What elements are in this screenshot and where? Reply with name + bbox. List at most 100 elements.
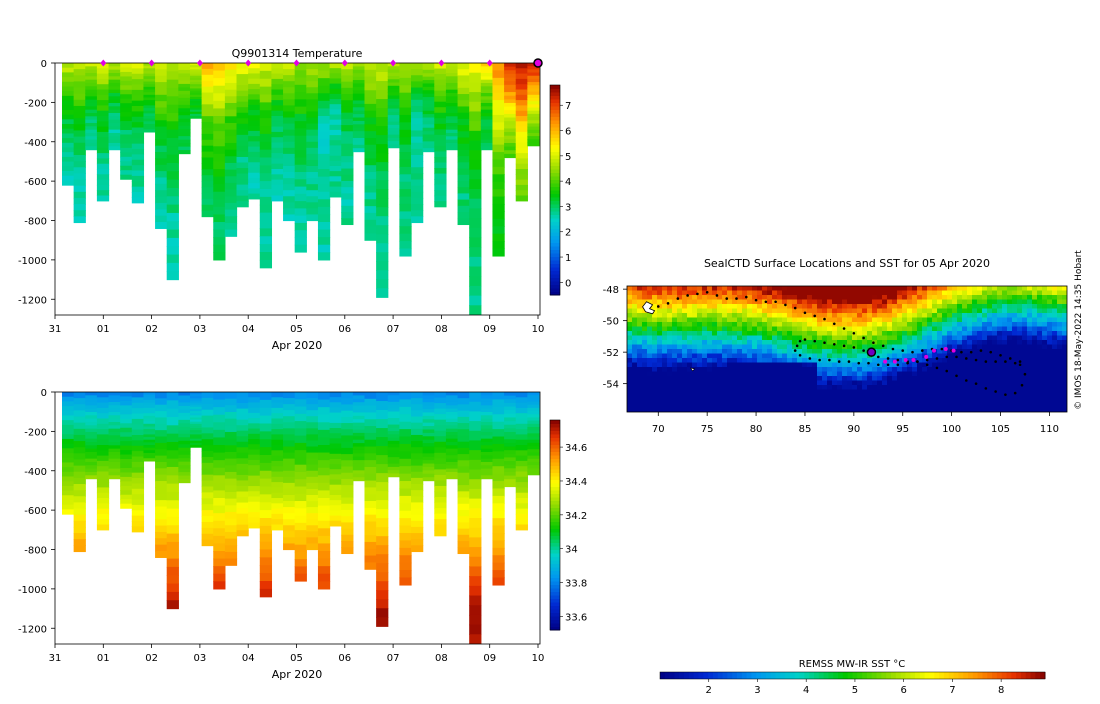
temperature-cell [376, 216, 388, 226]
sst-cell [822, 358, 827, 363]
sst-cell [872, 286, 877, 291]
sst-cell [832, 354, 837, 359]
sst-cell [1037, 295, 1042, 300]
sst-cell [867, 309, 872, 314]
sst-cell [907, 390, 912, 395]
sst-cell [1057, 390, 1062, 395]
temperature-cell [178, 133, 190, 137]
sst-cell [952, 385, 957, 390]
salinity-cell [178, 392, 190, 396]
sst-cell [662, 304, 667, 309]
sst-cell [947, 286, 952, 291]
temperature-cell [516, 185, 528, 191]
sst-cell [762, 381, 767, 386]
sst-cell [992, 309, 997, 314]
salinity-cell [271, 461, 283, 467]
temperature-cell [423, 100, 435, 104]
temperature-cell [132, 138, 144, 144]
colorbar-segment [550, 110, 560, 114]
sst-cell [1032, 331, 1037, 336]
sst-cell [937, 403, 942, 408]
temperature-cell [283, 154, 295, 161]
salinity-cell [202, 416, 214, 423]
temperature-cell [271, 68, 283, 74]
temperature-cell [260, 118, 272, 126]
sst-cell [792, 399, 797, 404]
temperature-cell [353, 148, 365, 152]
sst-cell [727, 304, 732, 309]
sst-cell [937, 327, 942, 332]
sst-cell [677, 322, 682, 327]
salinity-cell [260, 565, 272, 573]
track-point [975, 359, 978, 362]
salinity-cell [469, 634, 481, 644]
salinity-cell [458, 510, 470, 517]
sst-cell [682, 390, 687, 395]
temperature-cell [492, 159, 504, 167]
temperature-cell [364, 233, 376, 240]
salinity-cell [62, 444, 74, 449]
temperature-cell [458, 88, 470, 95]
salinity-cell [260, 471, 272, 479]
sst-cell [967, 340, 972, 345]
temperature-cell [62, 143, 74, 148]
sst-cell [812, 304, 817, 309]
sst-cell [807, 345, 812, 350]
sst-cell [1022, 358, 1027, 363]
temperature-cell [353, 94, 365, 98]
sst-cell [862, 331, 867, 336]
temperature-cell [202, 205, 214, 212]
sst-cell [632, 309, 637, 314]
salinity-cell [202, 398, 214, 405]
sst-cell [857, 385, 862, 390]
sst-cell [952, 394, 957, 399]
salinity-cell [260, 479, 272, 487]
temperature-cell [399, 78, 411, 86]
sst-cell [762, 340, 767, 345]
salinity-cell [237, 525, 249, 531]
temperature-cell [260, 87, 272, 95]
track-point [941, 348, 944, 351]
salinity-cell [434, 486, 446, 492]
sst-cell [642, 390, 647, 395]
sst-cell [782, 340, 787, 345]
temperature-cell [271, 143, 283, 149]
sst-cell [642, 394, 647, 399]
sst-cell [942, 331, 947, 336]
salinity-cell [458, 498, 470, 505]
temperature-cell [341, 150, 353, 157]
salinity-cell [225, 405, 237, 412]
sst-cell [777, 354, 782, 359]
map-y-ticks: -48-50-52-54 [603, 285, 627, 391]
temperature-cell [248, 89, 260, 95]
sst-cell [707, 304, 712, 309]
sst-cell [747, 300, 752, 305]
temperature-cell [492, 93, 504, 101]
salinity-cell [97, 440, 109, 446]
salinity-cell [248, 465, 260, 471]
sst-cell [997, 313, 1002, 318]
sst-cell [797, 286, 802, 291]
sst-cell [932, 376, 937, 381]
sst-cell [857, 295, 862, 300]
sst-cell [1012, 381, 1017, 386]
track-point [755, 299, 758, 302]
sst-cell [947, 399, 952, 404]
sst-cell [982, 340, 987, 345]
sst-colorbar-segment [713, 672, 718, 679]
salinity-cell [74, 496, 86, 503]
sst-cell [902, 318, 907, 323]
sst-cell [677, 349, 682, 354]
temperature-cell [213, 237, 225, 245]
salinity-cell [434, 425, 446, 431]
salinity-cell [120, 472, 132, 477]
sst-cell [657, 286, 662, 291]
salinity-cell [353, 467, 365, 471]
sst-cell [947, 331, 952, 336]
sst-cell [702, 304, 707, 309]
colorbar-segment [550, 106, 560, 110]
sst-cell [877, 385, 882, 390]
salinity-cell [248, 423, 260, 429]
sst-cell [667, 286, 672, 291]
sst-cell [787, 313, 792, 318]
